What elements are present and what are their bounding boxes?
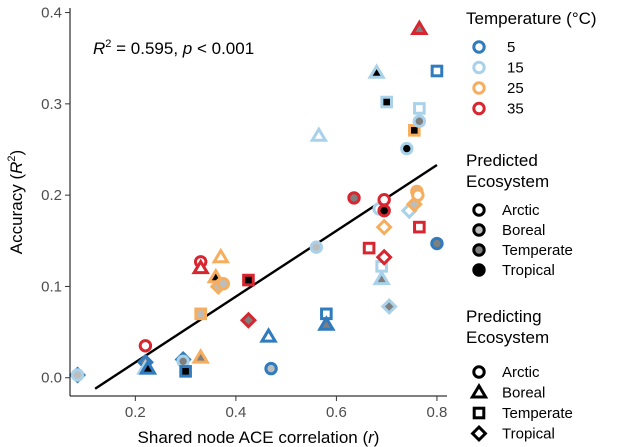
data-point <box>367 63 386 79</box>
data-point <box>411 188 425 202</box>
legend-key-predicted <box>472 243 486 257</box>
data-point <box>216 277 231 291</box>
legend-title-predicting: Ecosystem <box>466 328 549 347</box>
legend-label-temperature: 5 <box>507 39 515 56</box>
data-point <box>430 236 444 251</box>
y-tick-label: 0.4 <box>41 5 62 22</box>
legend-title-temperature: Temperature (°C) <box>466 9 597 28</box>
data-point <box>242 273 255 287</box>
data-point <box>377 203 391 218</box>
legend-label-temperature: 35 <box>507 101 524 118</box>
legend-label-predicted: Arctic <box>502 202 540 219</box>
plot-area: R2 = 0.595, p < 0.001 <box>69 19 444 390</box>
r2-annotation: R2 = 0.595, p < 0.001 <box>93 38 254 58</box>
data-point <box>405 195 423 213</box>
data-point <box>372 269 391 286</box>
legend-key-predicting <box>472 406 486 420</box>
data-point <box>413 102 426 115</box>
data-point <box>412 114 427 128</box>
x-axis-title: Shared node ACE correlation (r) <box>138 428 380 447</box>
legend-label-temperature: 25 <box>507 80 524 97</box>
data-point <box>211 247 231 264</box>
data-point <box>362 241 376 255</box>
legend-title-predicted: Ecosystem <box>466 172 549 191</box>
legend-title-predicted: Predicted <box>466 151 538 170</box>
data-point <box>194 307 207 321</box>
legend-key-temperature <box>472 60 486 75</box>
legend-label-temperature: 15 <box>507 60 524 77</box>
y-tick-label: 0.2 <box>41 187 62 204</box>
legend-key-temperature <box>472 81 486 95</box>
data-point <box>430 64 444 78</box>
legend-label-predicting: Arctic <box>502 364 540 381</box>
data-point <box>377 193 391 207</box>
data-point <box>70 368 85 382</box>
data-point <box>400 141 414 156</box>
data-point <box>380 298 398 316</box>
legend-key-predicted <box>472 223 486 237</box>
data-point <box>375 248 393 266</box>
legend-label-predicting: Temperate <box>502 405 573 422</box>
y-tick-label: 0.3 <box>41 96 62 113</box>
data-point <box>176 354 190 369</box>
data-point <box>347 191 361 205</box>
legend-key-temperature <box>472 40 486 54</box>
legend-label-predicted: Temperate <box>502 242 573 259</box>
data-point <box>264 361 278 376</box>
legend-label-predicted: Boreal <box>502 222 545 239</box>
data-point <box>375 218 393 236</box>
data-point <box>259 327 278 343</box>
x-tick-label: 0.8 <box>427 404 448 421</box>
axes: 0.0 0.1 0.2 0.3 0.4 0.2 0.4 0.6 0.8 Shared node A… <box>6 5 447 447</box>
data-point <box>179 365 192 378</box>
data-point <box>309 126 329 142</box>
legend-label-predicting: Boreal <box>502 385 545 402</box>
y-axis-title: Accuracy (R2) <box>6 150 26 254</box>
legend-key-predicting <box>469 382 489 399</box>
legend-key-predicting <box>470 424 488 443</box>
legend-key-temperature <box>472 101 486 116</box>
data-point <box>309 240 324 254</box>
y-tick-label: 0.0 <box>41 370 62 387</box>
data-point <box>239 311 257 329</box>
legend: Temperature (°C) 5 15 25 35 Predicted Ecosyste… <box>466 9 597 443</box>
data-point <box>138 339 153 353</box>
legend-key-predicted <box>472 263 486 277</box>
data-point <box>191 258 210 275</box>
data-point <box>380 95 393 109</box>
legend-title-predicting: Predicting <box>466 307 542 326</box>
x-tick-label: 0.6 <box>326 404 347 421</box>
data-point <box>410 19 429 35</box>
x-tick-label: 0.2 <box>125 404 146 421</box>
legend-label-predicted: Tropical <box>502 262 555 279</box>
y-tick-label: 0.1 <box>41 278 62 295</box>
data-point <box>191 348 210 364</box>
x-tick-label: 0.4 <box>225 404 246 421</box>
data-point <box>138 359 158 375</box>
data-point <box>413 220 426 234</box>
legend-label-predicting: Tropical <box>502 426 555 443</box>
data-point <box>317 315 336 331</box>
legend-key-predicting <box>472 365 486 379</box>
legend-key-predicted <box>472 203 486 217</box>
